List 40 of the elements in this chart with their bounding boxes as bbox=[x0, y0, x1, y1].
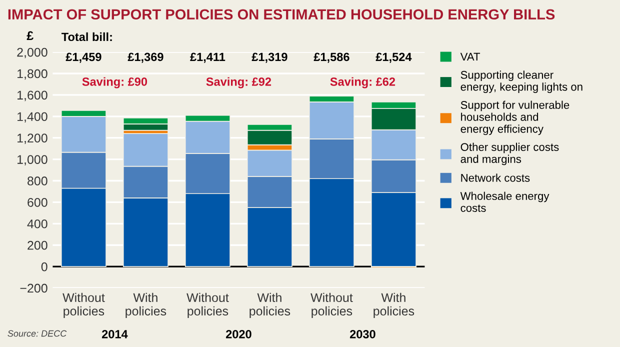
text: 2014 bbox=[102, 330, 128, 338]
x-tick-label: Without policies bbox=[62, 292, 105, 318]
y-tick-label: 2,000 bbox=[17, 48, 48, 58]
x-tick-label: With policies bbox=[250, 292, 290, 318]
x-tick-label: With policies bbox=[374, 292, 414, 318]
x-tick-label: Without policies bbox=[310, 292, 353, 318]
legend-label: Network costs bbox=[461, 174, 530, 182]
annotation: Saving: £62 bbox=[330, 77, 396, 88]
source-note: Source: DECC bbox=[8, 330, 67, 337]
annotation: £1,319 bbox=[252, 52, 288, 63]
legend-label: Other supplier costs and margins bbox=[460, 142, 559, 166]
text: 2020 bbox=[226, 330, 252, 338]
y-tick-label: 1,800 bbox=[18, 69, 48, 80]
legend-label: Support for vulnerable households and energy efficiency bbox=[460, 100, 570, 136]
annotation: £1,369 bbox=[128, 52, 164, 63]
y-tick-label: 800 bbox=[28, 176, 48, 186]
y-tick-label: 1,600 bbox=[18, 90, 48, 102]
y-tick-label: 0 bbox=[41, 262, 48, 272]
y-tick-label: 1,000 bbox=[18, 155, 48, 166]
x-tick-label: Without policies bbox=[186, 292, 229, 318]
y-axis-title: £ bbox=[26, 31, 34, 40]
legend-label: VAT bbox=[460, 52, 480, 61]
annotation: £1,586 bbox=[314, 52, 350, 63]
y-tick-label: 400 bbox=[27, 219, 48, 228]
annotation: Saving: £90 bbox=[82, 77, 148, 88]
chart-title: IMPACT OF SUPPORT POLICIES ON ESTIMATED HOUSEHOLD ENERGY BILLS bbox=[8, 9, 555, 20]
text: Total bill: bbox=[62, 32, 112, 42]
y-tick-label: 1,200 bbox=[18, 134, 48, 144]
y-tick-label: 200 bbox=[28, 240, 48, 250]
annotation: £1,459 bbox=[66, 52, 102, 63]
x-tick-label: With policies bbox=[126, 292, 166, 318]
y-tick-label: 1,400 bbox=[18, 112, 48, 123]
legend-label: Supporting cleaner energy, keeping lights on bbox=[460, 70, 582, 93]
y-tick-label: −200 bbox=[20, 284, 48, 293]
legend-label: Wholesale energy costs bbox=[460, 192, 550, 212]
text: 2030 bbox=[350, 330, 376, 338]
annotation: Saving: £92 bbox=[206, 77, 272, 88]
annotation: £1,524 bbox=[376, 52, 412, 63]
annotation: £1,411 bbox=[190, 52, 226, 63]
y-tick-label: 600 bbox=[28, 198, 48, 207]
